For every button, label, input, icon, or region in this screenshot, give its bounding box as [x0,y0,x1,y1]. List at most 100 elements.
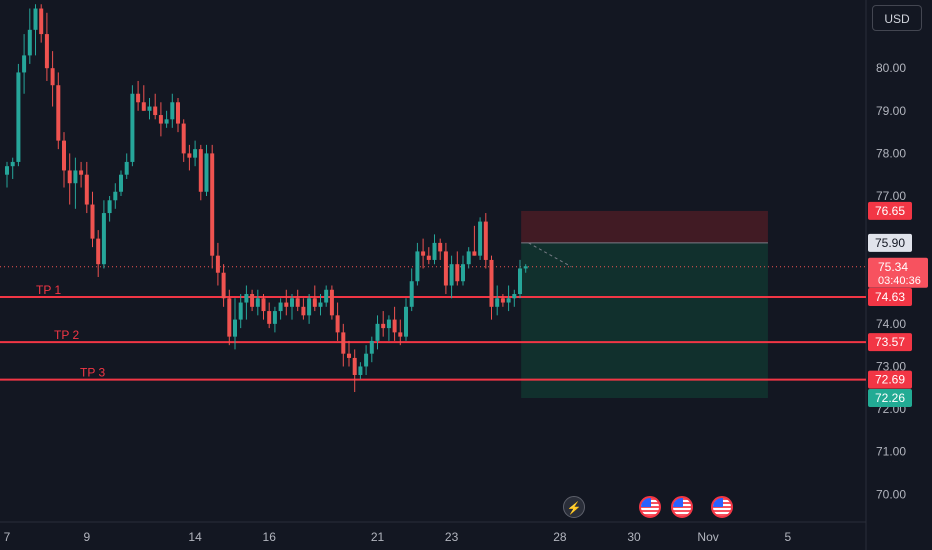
candle-body [461,264,465,282]
candle-body [250,294,255,307]
candle-body [392,319,397,333]
candle-body [421,251,426,256]
candle-body [176,102,180,124]
candle-body [147,106,152,111]
candle-body [301,306,306,316]
candle-body [5,166,9,175]
candle-body [141,102,146,111]
candle-body [483,221,488,260]
candle-body [153,106,158,116]
stop-price-tag: 76.65 [875,204,905,218]
candle-body [244,294,249,303]
candle-body [261,298,266,312]
candle-body [16,72,21,162]
candle-body [295,298,300,307]
stop-price-tag-bg [868,201,912,220]
x-tick-label: 5 [785,530,792,544]
candle-body [284,302,289,307]
candle-body [101,213,106,265]
tp-price-tag: 72.69 [875,373,905,387]
candle-body [489,259,494,307]
candle-body [449,264,454,286]
candle-body [158,115,163,124]
candle-body [318,302,323,307]
x-tick-label: 23 [445,530,459,544]
candle-body [364,353,369,367]
candle-body [56,85,61,141]
take-profit-zone[interactable] [521,242,768,398]
candle-body [233,319,237,337]
candle-body [107,200,112,214]
tp-level-label: TP 3 [80,366,105,380]
candle-body [79,170,84,175]
candle-body [500,298,505,303]
candle-body [415,251,420,282]
candle-body [432,242,437,260]
currency-button[interactable]: USD [872,5,922,31]
y-tick-label: 71.00 [876,445,906,459]
candle-body [227,298,232,337]
candle-body [238,302,243,320]
x-tick-label: 28 [553,530,567,544]
candle-body [443,251,448,286]
candle-body [130,93,135,162]
us-flag-icon[interactable] [711,496,733,518]
candle-body [119,174,123,192]
candle-body [10,161,15,167]
candle-body [329,289,334,316]
candle-body [215,255,220,273]
x-tick-label: Nov [697,530,718,544]
candle-body [22,55,27,73]
candle-body [512,294,517,299]
candle-body [204,153,209,192]
target-price-tag: 72.26 [875,391,905,405]
y-tick-label: 73.00 [876,359,906,373]
candle-body [113,191,118,201]
candle-body [278,302,283,312]
tp-price-tag-bg [868,288,912,307]
candle-body [369,340,374,354]
candle-body [466,251,471,265]
candle-body [170,102,175,120]
candle-body [478,221,483,256]
candle-body [210,153,215,256]
candle-body [84,174,89,205]
candle-body [193,149,198,158]
lightning-icon[interactable]: ⚡ [563,496,585,518]
stop-loss-zone[interactable] [521,210,768,243]
candle-body [455,264,460,282]
bar-countdown: 03:40:36 [878,275,921,287]
candle-body [341,332,346,354]
candle-body [187,153,192,158]
tp-level-label: TP 2 [54,328,79,342]
candle-body [347,353,351,358]
candle-body [44,34,49,69]
candle-body [472,251,477,256]
candle-body [495,298,500,307]
x-tick-label: 16 [263,530,277,544]
us-flag-icon[interactable] [639,496,661,518]
candle-body [523,266,528,269]
y-tick-label: 78.00 [876,146,906,160]
x-tick-label: 9 [83,530,90,544]
candle-body [398,332,403,337]
tp-level-label: TP 1 [36,283,61,297]
y-tick-label: 74.00 [876,317,906,331]
candle-body [386,319,391,329]
candle-body [255,298,260,307]
candle-body [67,170,72,184]
candle-body [39,8,44,35]
candle-body [375,323,380,341]
candle-body [404,306,408,337]
candle-body [62,140,66,171]
us-flag-icon[interactable] [671,496,693,518]
candle-body [324,289,329,303]
candle-body [352,357,357,375]
candle-body [221,272,226,299]
candle-body [267,311,272,324]
candle-body [506,298,511,303]
candle-body [409,281,414,307]
target-price-tag-bg [868,388,912,407]
